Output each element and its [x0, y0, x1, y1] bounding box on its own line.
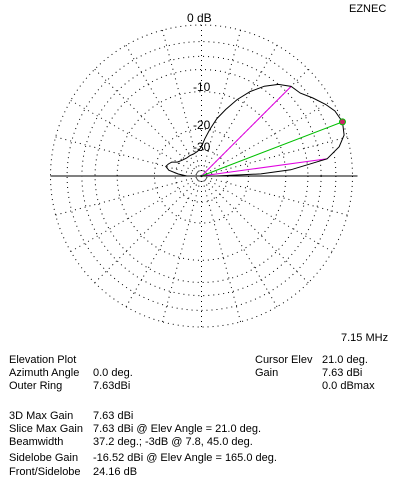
cursor-gain-label: Gain	[255, 367, 279, 379]
grid-radial-30	[201, 100, 333, 177]
plot-type: Elevation Plot	[9, 354, 77, 366]
cursor-gain-value: 7.63 dBi	[322, 367, 363, 379]
ring-label-0: 0 dB	[187, 11, 212, 25]
sidelobe-label: Sidelobe Gain	[9, 452, 79, 464]
beamwidth-label: Beamwidth	[9, 436, 64, 448]
slice-max-value: 7.63 dBi @ Elev Angle = 21.0 deg.	[93, 423, 262, 435]
grid-radial-195	[55, 175, 202, 216]
app-name: EZNEC	[349, 3, 387, 15]
sidelobe-value: -16.52 dBi @ Elev Angle = 165.0 deg.	[93, 452, 277, 464]
ring-label-20: -20	[193, 118, 211, 132]
grid-radial-135	[94, 68, 202, 177]
grid-radial-165	[55, 136, 202, 177]
indicator-lines	[201, 85, 343, 177]
cursor-elev-value: 21.0 deg.	[322, 354, 368, 366]
grid-radial-120	[125, 44, 202, 177]
grid-radial-240	[125, 175, 202, 308]
pattern-trace	[165, 83, 345, 177]
outer-ring-label: Outer Ring	[9, 380, 63, 392]
azimuth-label: Azimuth Angle	[9, 367, 80, 379]
grid-radial-315	[201, 175, 309, 284]
frequency-label: 7.15 MHz	[341, 332, 389, 344]
cursor-marker	[338, 118, 346, 126]
grid-radial-210	[70, 175, 202, 252]
outer-ring-value: 7.63dBi	[93, 380, 131, 392]
cursor-gain-rel: 0.0 dBmax	[322, 380, 375, 392]
slice-max-label: Slice Max Gain	[9, 423, 83, 435]
max-gain-line	[201, 121, 343, 177]
ring-label-10: -10	[193, 80, 211, 94]
grid-radial-75	[201, 30, 242, 177]
grid-radial-105	[161, 30, 202, 177]
azimuth-value: 0.0 deg.	[93, 367, 133, 379]
grid-radial-150	[70, 100, 202, 177]
grid-radial-300	[201, 175, 278, 308]
grid-radial-255	[161, 175, 202, 322]
cursor-elev-label: Cursor Elev	[255, 354, 313, 366]
max-gain-value: 7.63 dBi	[93, 410, 134, 422]
beamwidth-line-1	[201, 85, 292, 177]
polar-plot	[50, 24, 358, 328]
front-sidelobe-value: 24.16 dB	[93, 466, 138, 478]
grid-radial-330	[201, 175, 333, 252]
grid-radial-15	[201, 136, 348, 177]
beamwidth-value: 37.2 deg.; -3dB @ 7.8, 45.0 deg.	[93, 436, 253, 448]
grid-radial-225	[94, 175, 202, 284]
grid-radial-60	[201, 44, 278, 177]
ring-label-30: -30	[193, 140, 211, 154]
plot-grid	[50, 24, 353, 328]
beamwidth-line-0	[201, 158, 328, 177]
grid-radial-345	[201, 175, 348, 216]
max-gain-label: 3D Max Gain	[9, 410, 74, 422]
front-sidelobe-label: Front/Sidelobe	[9, 466, 81, 478]
grid-radial-285	[201, 175, 242, 322]
